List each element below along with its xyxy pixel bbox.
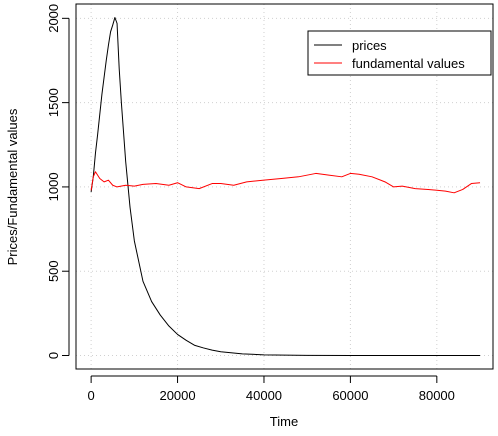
x-axis-title: Time [270,414,298,429]
legend: prices fundamental values [307,30,492,76]
x-tick-label-4: 80000 [419,388,455,403]
legend-box [307,30,492,76]
axes: 0 20000 40000 60000 80000 0 500 1000 1500 2000 [46,4,455,403]
x-tick-label-0: 0 [88,388,95,403]
x-tick-label-2: 40000 [246,388,282,403]
legend-label-fundamental: fundamental values [352,56,465,71]
series-layer [90,16,481,357]
x-tick-label-3: 60000 [332,388,368,403]
y-tick-label-1: 500 [46,260,61,282]
plot-frame [75,3,494,370]
series-line-fundamental-values [90,171,481,194]
y-tick-label-0: 0 [46,352,61,359]
y-tick-label-2: 1000 [46,172,61,201]
y-tick-label-3: 1500 [46,88,61,117]
series-line-prices [90,16,481,357]
y-axis-title: Prices/Fundamental values [5,108,20,265]
legend-label-prices: prices [352,38,387,53]
y-tick-label-4: 2000 [46,4,61,33]
x-tick-label-1: 20000 [159,388,195,403]
